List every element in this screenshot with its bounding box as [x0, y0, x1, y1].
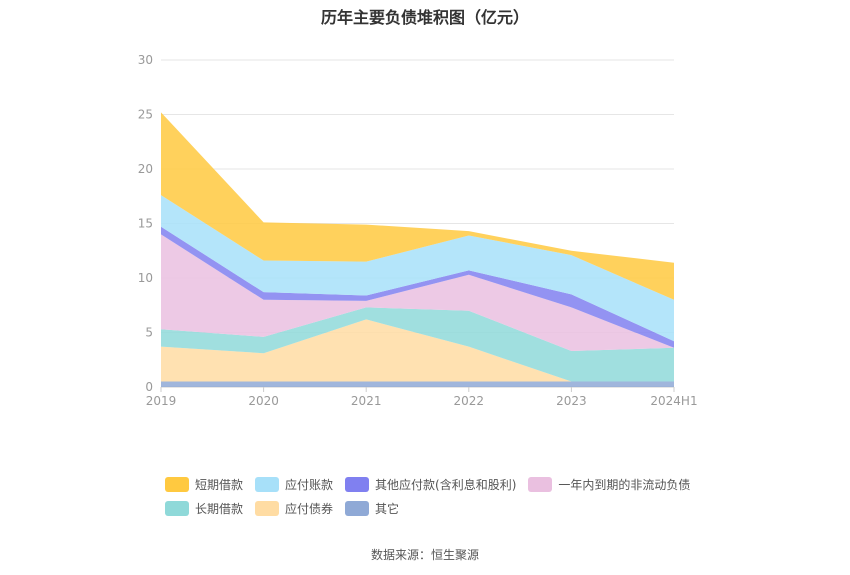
- legend-item-long-term-loans[interactable]: 长期借款: [165, 500, 243, 517]
- y-tick-label: 25: [138, 108, 153, 122]
- x-tick-label: 2021: [351, 394, 382, 408]
- legend-label: 应付债券: [285, 501, 334, 516]
- legend-item-short-term-loans[interactable]: 短期借款: [165, 476, 243, 493]
- y-tick-label: 15: [138, 217, 153, 231]
- legend: 短期借款 应付账款 其他应付款(含利息和股利) 一年内到期的非流动负债 长期借款…: [165, 472, 725, 520]
- legend-label: 应付账款: [285, 477, 334, 492]
- area-series: [161, 195, 674, 342]
- area-series: [161, 234, 674, 352]
- legend-label: 长期借款: [195, 501, 244, 516]
- legend-swatch: [255, 500, 280, 516]
- legend-label: 其他应付款(含利息和股利): [375, 477, 517, 492]
- y-tick-label: 0: [145, 380, 153, 394]
- area-series: [161, 226, 674, 348]
- legend-swatch: [345, 500, 370, 516]
- legend-item-current-noncurrent-liabilities[interactable]: 一年内到期的非流动负债: [528, 476, 690, 493]
- stacked-area-chart: 0 5 10 15 20 25 30 2019 2020 2021 2022 2023 2024H1: [138, 53, 698, 408]
- x-tick-label: 2020: [248, 394, 279, 408]
- legend-label: 其它: [375, 501, 400, 516]
- legend-swatch: [165, 500, 189, 516]
- legend-row-2: 长期借款 应付债券 其它: [165, 496, 725, 520]
- x-tick-label: 2019: [146, 394, 177, 408]
- area-series: [161, 381, 674, 387]
- legend-swatch: [255, 476, 280, 492]
- legend-swatch: [528, 476, 553, 492]
- legend-item-bonds-payable[interactable]: 应付债券: [255, 500, 333, 517]
- data-source: 数据来源：恒生聚源: [370, 548, 479, 562]
- legend-label: 一年内到期的非流动负债: [558, 477, 691, 492]
- legend-item-other-payables[interactable]: 其他应付款(含利息和股利): [345, 476, 516, 493]
- legend-swatch: [345, 476, 370, 492]
- y-tick-label: 5: [145, 326, 153, 340]
- legend-row-1: 短期借款 应付账款 其他应付款(含利息和股利) 一年内到期的非流动负债: [165, 472, 725, 496]
- legend-item-other[interactable]: 其它: [345, 500, 399, 517]
- legend-item-accounts-payable[interactable]: 应付账款: [255, 476, 333, 493]
- y-tick-label: 20: [138, 162, 153, 176]
- area-series: [161, 112, 674, 300]
- y-tick-label: 30: [138, 53, 153, 67]
- legend-label: 短期借款: [195, 477, 244, 492]
- x-tick-label: 2022: [454, 394, 485, 408]
- chart-title: 历年主要负债堆积图（亿元）: [320, 8, 529, 27]
- area-series: [161, 307, 674, 382]
- x-tick-label: 2023: [556, 394, 587, 408]
- legend-swatch: [165, 476, 189, 492]
- x-tick-label: 2024H1: [650, 394, 697, 408]
- area-series: [161, 319, 674, 382]
- y-tick-label: 10: [138, 271, 153, 285]
